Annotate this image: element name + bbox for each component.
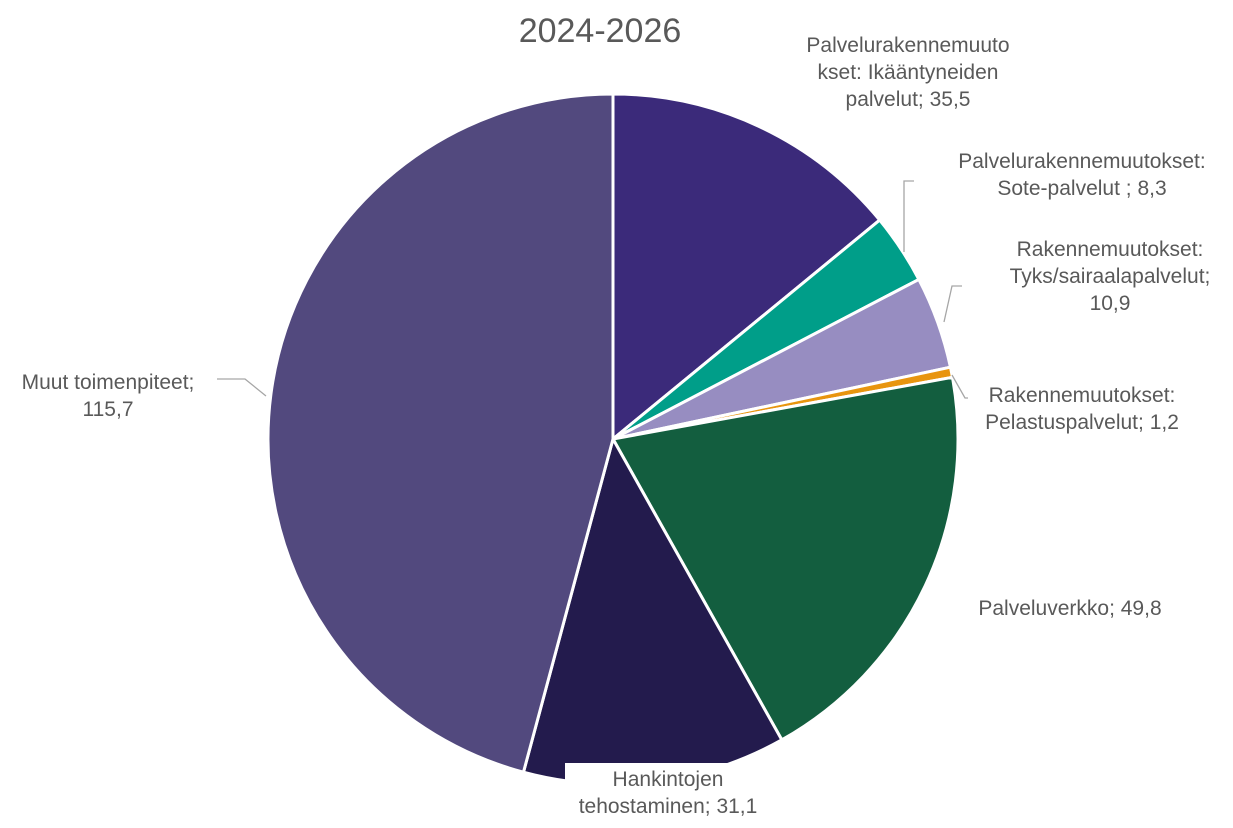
slice-labels: Palvelurakennemuuto kset: Ikääntyneiden pa…: [22, 34, 1211, 823]
slice-label-line: Palvelurakennemuutokset:: [958, 150, 1205, 173]
slice-label-line: Rakennemuutokset:: [1017, 238, 1204, 261]
slice-label-5: Hankintojen tehostaminen; 31,1: [579, 768, 758, 818]
slice-label-line: tehostaminen; 31,1: [579, 795, 758, 818]
slice-label-line: Tyks/sairaalapalvelut;: [1010, 265, 1211, 288]
slice-label-line: palvelut; 35,5: [846, 88, 971, 111]
slice-label-line: 10,9: [1090, 292, 1131, 315]
slice-label-line: Palveluverkko; 49,8: [978, 597, 1161, 620]
pie-slice-4: [611, 375, 960, 742]
chart-title: 2024-2026: [519, 12, 682, 50]
label-background: [565, 763, 770, 823]
slice-label-6: Muut toimenpiteet; 115,7: [22, 371, 195, 421]
pie-slice-0: [611, 92, 882, 441]
leader-line-1: [903, 180, 914, 252]
pie-slices: [266, 92, 960, 786]
slice-label-line: 115,7: [83, 398, 134, 421]
leader-line-2: [943, 285, 962, 323]
leader-line-3: [951, 374, 968, 399]
slice-label-line: Muut toimenpiteet;: [22, 371, 195, 394]
slice-label-line: Hankintojen: [613, 768, 724, 791]
leader-line-6: [217, 378, 267, 397]
leader-lines: [217, 180, 968, 399]
slice-label-line: Sote-palvelut ; 8,3: [997, 177, 1166, 200]
slice-label-line: kset: Ikääntyneiden: [818, 61, 999, 84]
slice-label-4: Palveluverkko; 49,8: [978, 597, 1161, 620]
slice-label-1: Palvelurakennemuutokset: Sote-palvelut ; …: [958, 150, 1205, 200]
slice-label-line: Pelastuspalvelut; 1,2: [985, 411, 1179, 434]
slice-label-line: Rakennemuutokset:: [989, 384, 1176, 407]
slice-label-line: Palvelurakennemuuto: [806, 34, 1009, 57]
slice-label-2: Rakennemuutokset: Tyks/sairaalapalvelut; 1…: [1010, 238, 1211, 315]
slice-label-3: Rakennemuutokset: Pelastuspalvelut; 1,2: [985, 384, 1179, 434]
pie-slice-6: [266, 92, 615, 774]
slice-label-0: Palvelurakennemuuto kset: Ikääntyneiden pa…: [806, 34, 1009, 111]
